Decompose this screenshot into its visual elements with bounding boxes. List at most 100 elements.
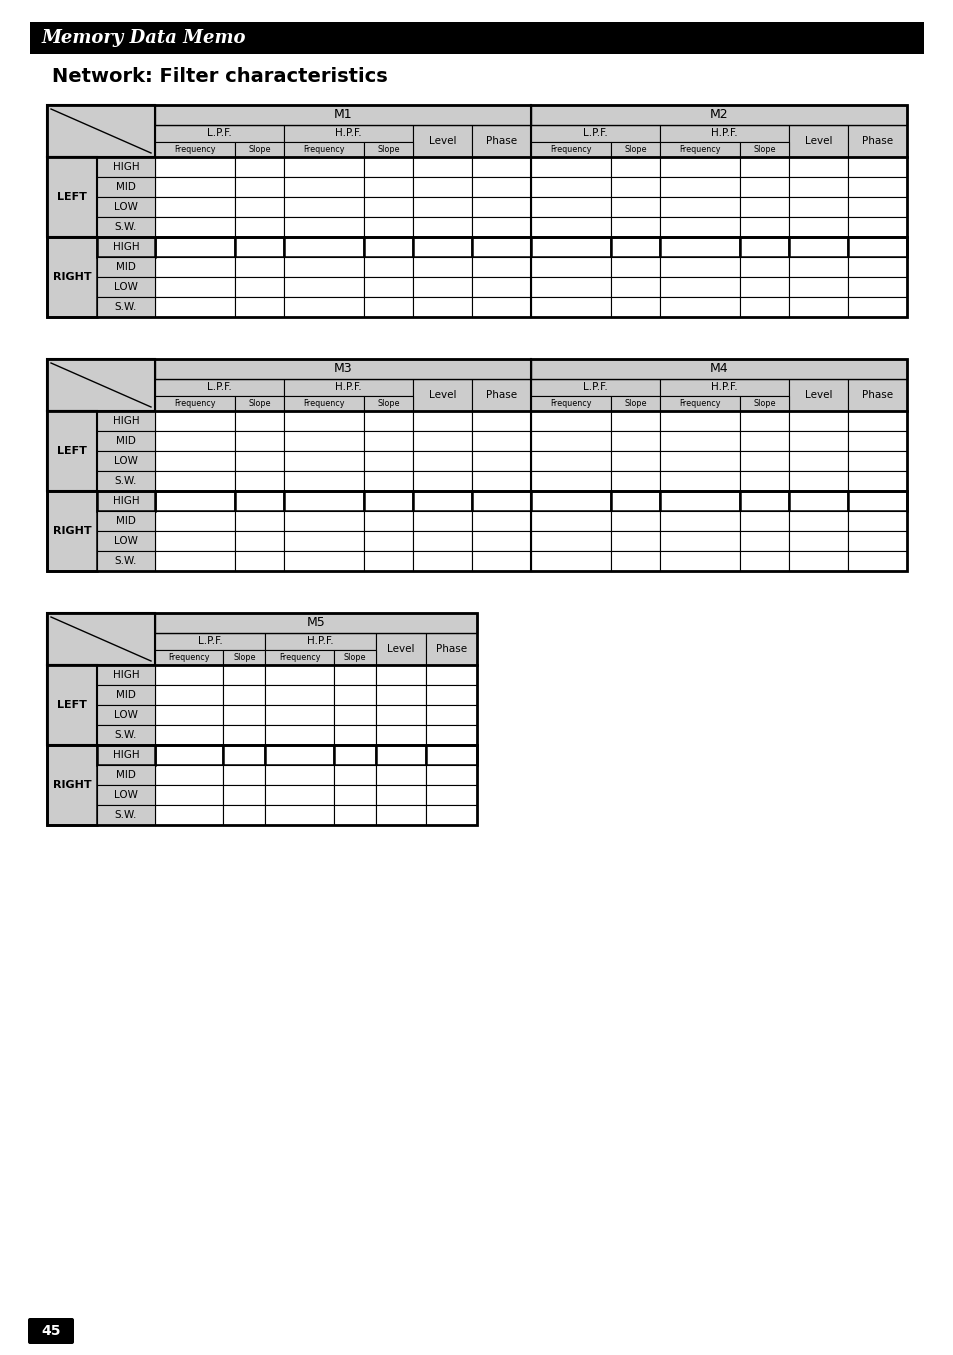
Bar	[413, 257, 472, 276]
Bar	[531, 491, 610, 511]
Bar	[375, 785, 426, 805]
Bar	[740, 157, 788, 178]
Bar	[740, 237, 788, 257]
Bar	[284, 551, 363, 570]
Bar	[740, 431, 788, 451]
Bar	[234, 451, 284, 472]
Bar	[659, 142, 740, 157]
Bar	[472, 257, 531, 276]
Bar	[47, 157, 97, 237]
Bar	[413, 379, 472, 411]
Text: Phase: Phase	[485, 136, 517, 146]
Bar	[154, 725, 223, 745]
Bar	[154, 745, 223, 766]
Bar	[154, 766, 223, 785]
Text: 45: 45	[41, 1324, 61, 1337]
Bar	[334, 766, 375, 785]
Bar	[740, 276, 788, 297]
Bar	[284, 491, 363, 511]
Bar	[363, 142, 413, 157]
Bar	[847, 125, 906, 157]
Text: LOW: LOW	[114, 790, 138, 799]
Bar	[363, 491, 413, 511]
Bar	[154, 665, 223, 686]
Bar	[531, 125, 659, 142]
Bar	[472, 491, 531, 511]
Bar	[97, 511, 154, 531]
Bar	[472, 157, 531, 178]
Text: S.W.: S.W.	[114, 730, 137, 740]
Text: LEFT: LEFT	[57, 701, 87, 710]
Bar	[472, 411, 531, 431]
Bar	[284, 531, 363, 551]
Text: Frequency: Frequency	[679, 398, 720, 408]
Bar	[847, 431, 906, 451]
Bar	[284, 379, 413, 396]
Bar	[154, 472, 234, 491]
Bar	[363, 237, 413, 257]
Bar	[740, 491, 788, 511]
Bar	[610, 196, 659, 217]
Bar	[413, 451, 472, 472]
Bar	[234, 142, 284, 157]
Bar	[363, 297, 413, 317]
Bar	[154, 686, 223, 705]
Bar	[284, 276, 363, 297]
Bar	[234, 237, 284, 257]
Text: H.P.F.: H.P.F.	[335, 382, 361, 393]
Bar	[847, 178, 906, 196]
Bar	[363, 196, 413, 217]
Bar	[234, 511, 284, 531]
Bar	[154, 396, 234, 411]
Bar	[659, 196, 740, 217]
Bar	[334, 805, 375, 825]
Bar	[413, 237, 472, 257]
Text: Frequency: Frequency	[550, 398, 591, 408]
Text: S.W.: S.W.	[114, 476, 137, 486]
Bar	[265, 633, 375, 650]
Bar	[334, 785, 375, 805]
Bar	[154, 276, 234, 297]
Bar	[265, 725, 334, 745]
Bar	[97, 276, 154, 297]
Bar	[788, 551, 847, 570]
Bar	[265, 805, 334, 825]
Bar	[154, 379, 284, 396]
Text: Slope: Slope	[248, 145, 271, 154]
Text: H.P.F.: H.P.F.	[711, 382, 737, 393]
Bar	[740, 411, 788, 431]
Bar	[154, 178, 234, 196]
Bar	[284, 217, 363, 237]
Bar	[413, 157, 472, 178]
Bar	[610, 531, 659, 551]
Bar	[847, 257, 906, 276]
Bar	[788, 125, 847, 157]
Bar	[47, 612, 476, 825]
Bar	[97, 725, 154, 745]
FancyBboxPatch shape	[28, 1318, 74, 1344]
Bar	[363, 411, 413, 431]
Bar	[154, 125, 284, 142]
Bar	[610, 551, 659, 570]
Bar	[472, 125, 531, 157]
Bar	[610, 157, 659, 178]
Bar	[426, 665, 476, 686]
Bar	[154, 491, 234, 511]
Bar	[740, 511, 788, 531]
Bar	[847, 451, 906, 472]
Bar	[363, 276, 413, 297]
Bar	[788, 491, 847, 511]
Bar	[788, 472, 847, 491]
Text: S.W.: S.W.	[114, 810, 137, 820]
Bar	[531, 431, 610, 451]
Bar	[659, 451, 740, 472]
Bar	[610, 451, 659, 472]
Bar	[363, 511, 413, 531]
Text: Network: Filter characteristics: Network: Filter characteristics	[52, 68, 387, 87]
Text: HIGH: HIGH	[112, 669, 139, 680]
Bar	[413, 276, 472, 297]
Text: S.W.: S.W.	[114, 302, 137, 312]
Bar	[47, 359, 906, 570]
Bar	[284, 157, 363, 178]
Text: HIGH: HIGH	[112, 496, 139, 505]
